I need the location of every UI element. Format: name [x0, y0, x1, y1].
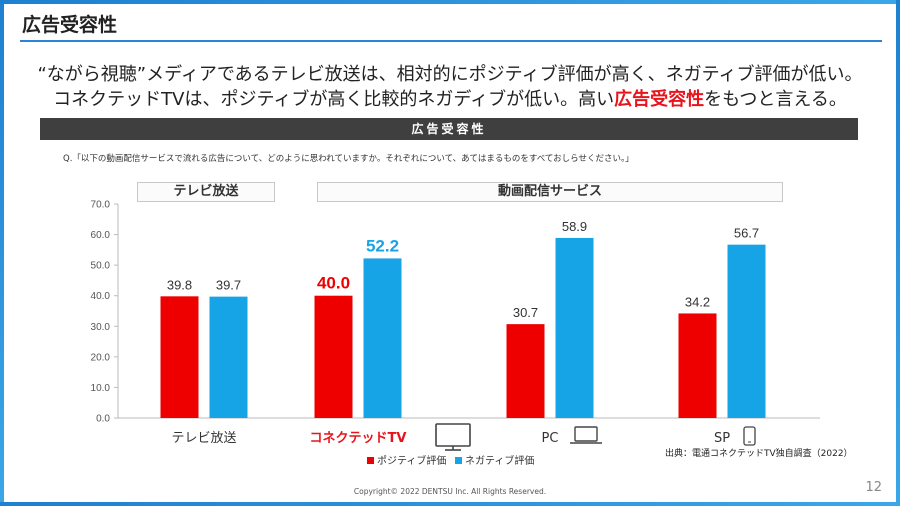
value-label: 34.2	[685, 294, 710, 309]
headline-line-2-pre: コネクテッドTVは、ポジティブが高く比較的ネガディブが低い。高い	[53, 89, 615, 110]
bar-negative	[209, 296, 248, 418]
headline-highlight: 広告受容性	[614, 89, 705, 110]
headline-line-1: “ながら視聴”メディアであるテレビ放送は、相対的にポジティブ評価が高く、ネガティ…	[37, 64, 863, 85]
source-note: 出典：電通コネクテッドTV独自調査（2022）	[665, 449, 853, 459]
bar-positive	[506, 324, 545, 418]
category-label: SP	[714, 431, 730, 446]
y-tick-label: 10.0	[91, 383, 111, 394]
y-tick-label: 0.0	[96, 414, 110, 425]
laptop-icon	[574, 426, 598, 442]
survey-question: Q.「以下の動画配信サービスで流れる広告について、どのように思われていますか。そ…	[63, 154, 634, 164]
value-label: 39.8	[167, 277, 192, 292]
category-label: テレビ放送	[171, 431, 236, 446]
value-label: 56.7	[734, 226, 759, 241]
bar-negative	[727, 244, 766, 418]
y-tick-label: 40.0	[91, 291, 111, 302]
page-title: 広告受容性	[22, 14, 118, 36]
headline-line-2: コネクテッドTVは、ポジティブが高く比較的ネガディブが低い。高い広告受容性をもつ…	[0, 85, 900, 111]
value-label: 30.7	[513, 305, 538, 320]
frame-top-border	[0, 0, 900, 4]
copyright: Copyright© 2022 DENTSU Inc. All Rights R…	[353, 487, 547, 496]
smartphone-icon	[743, 426, 756, 446]
section-bar: 広告受容性	[40, 118, 858, 140]
category-label: コネクテッドTV	[310, 431, 407, 446]
group-label-streaming: 動画配信サービス	[317, 182, 783, 202]
y-tick-label: 70.0	[91, 200, 111, 211]
value-label: 52.2	[366, 236, 399, 255]
y-tick-label: 30.0	[91, 322, 111, 333]
group-label-tv-broadcast: テレビ放送	[137, 182, 275, 202]
bar-negative	[555, 237, 594, 418]
frame-left-border	[0, 0, 4, 506]
bar-positive	[314, 295, 353, 418]
page-number: 12	[865, 480, 882, 495]
bar-positive	[160, 296, 199, 418]
value-label: 58.9	[562, 219, 587, 234]
frame-bottom-border	[0, 502, 900, 506]
legend-label: ポジティブ評価	[377, 454, 446, 467]
value-label: 40.0	[317, 274, 350, 293]
title-underline	[20, 40, 882, 42]
value-label: 39.7	[216, 278, 241, 293]
y-tick-label: 50.0	[91, 261, 111, 272]
bar-positive	[678, 313, 717, 418]
y-tick-label: 20.0	[91, 352, 111, 363]
y-tick-label: 60.0	[91, 230, 111, 241]
legend-swatch	[367, 457, 374, 464]
tv-icon	[435, 423, 471, 447]
category-label: PC	[542, 431, 559, 446]
frame-right-border	[896, 0, 900, 506]
bar-negative	[363, 258, 402, 418]
legend-swatch	[455, 457, 462, 464]
legend-label: ネガティブ評価	[465, 454, 534, 467]
headline-line-2-post: をもつと言える。	[704, 89, 847, 110]
